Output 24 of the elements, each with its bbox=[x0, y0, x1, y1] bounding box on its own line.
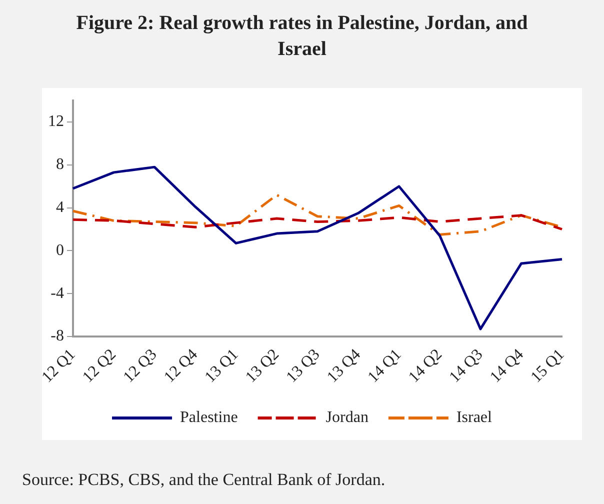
legend-label: Palestine bbox=[180, 409, 238, 426]
legend-label: Jordan bbox=[326, 409, 368, 426]
x-tick-label: 12 Q4 bbox=[161, 346, 202, 386]
x-tick-label: 14 Q2 bbox=[406, 346, 446, 386]
x-tick-label: 12 Q2 bbox=[80, 346, 120, 386]
x-tick-label: 13 Q3 bbox=[283, 346, 324, 386]
source-note: Source: PCBS, CBS, and the Central Bank of Jordan. bbox=[22, 470, 386, 490]
x-tick-label: 14 Q4 bbox=[487, 346, 528, 386]
x-tick-label: 15 Q1 bbox=[528, 346, 568, 386]
y-tick-label: 4 bbox=[56, 199, 64, 216]
y-tick-label: 8 bbox=[56, 156, 64, 174]
x-tick-label: 13 Q1 bbox=[202, 346, 242, 386]
chart-title: Figure 2: Real growth rates in Palestine, Jordan, and Israel bbox=[75, 11, 529, 62]
y-tick-label: -4 bbox=[50, 284, 64, 302]
y-tick-label: 0 bbox=[56, 242, 64, 259]
y-tick-label: 12 bbox=[48, 113, 64, 130]
x-tick-label: 12 Q3 bbox=[120, 346, 160, 386]
x-tick-label: 13 Q2 bbox=[242, 346, 283, 386]
x-tick-label: 14 Q3 bbox=[446, 346, 486, 386]
y-tick-label: -8 bbox=[50, 328, 64, 345]
line-series bbox=[72, 214, 564, 230]
x-tick-label: 14 Q1 bbox=[364, 346, 405, 386]
legend-label: Israel bbox=[456, 409, 493, 426]
x-tick-label: 13 Q4 bbox=[324, 346, 364, 386]
